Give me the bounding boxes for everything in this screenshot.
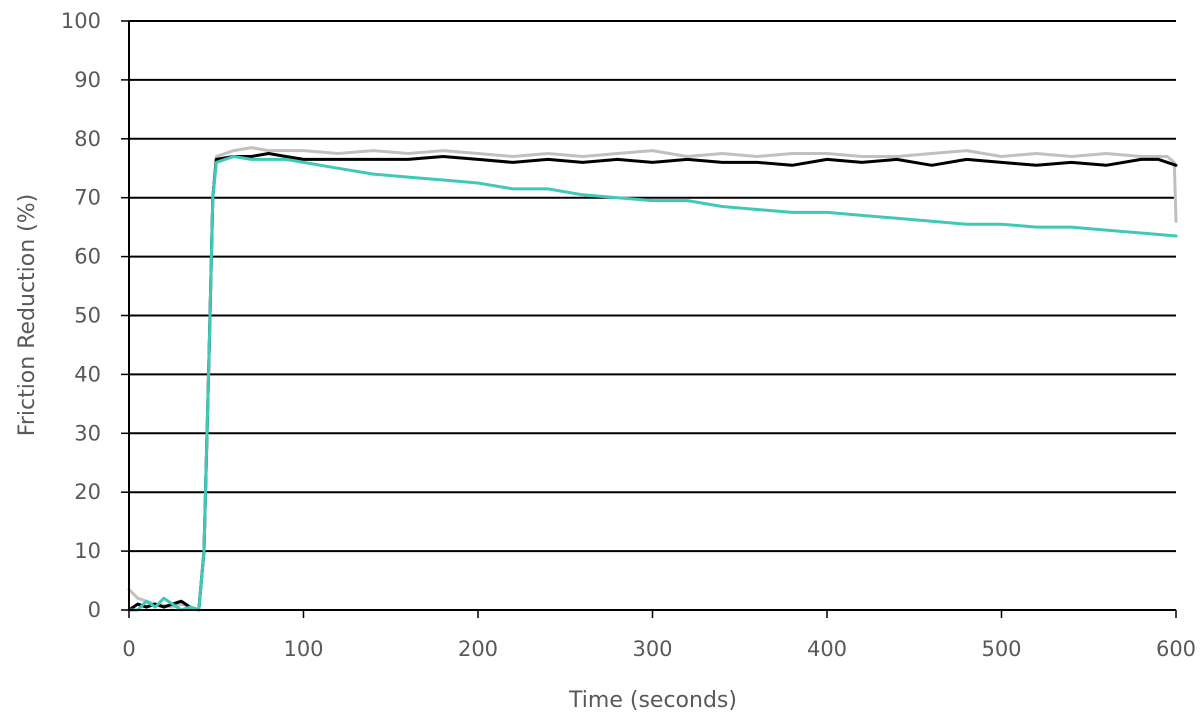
y-tick-label: 30 xyxy=(74,421,101,445)
y-axis-title: Friction Reduction (%) xyxy=(15,194,40,436)
x-tick-label: 100 xyxy=(283,637,323,661)
series-line-1 xyxy=(127,146,1178,612)
y-tick-label: 60 xyxy=(74,245,101,269)
y-tick-label: 90 xyxy=(74,68,101,92)
y-tick-label: 80 xyxy=(74,127,101,151)
y-tick-label: 0 xyxy=(88,598,101,622)
x-tick-labels: 0 100 200 300 400 500 600 xyxy=(122,637,1196,661)
y-tick-labels: 0 10 20 30 40 50 60 70 80 90 100 xyxy=(61,9,101,622)
y-tick-label: 50 xyxy=(74,304,101,328)
x-tick-label: 200 xyxy=(458,637,498,661)
y-tick-label: 100 xyxy=(61,9,101,33)
y-tick-label: 40 xyxy=(74,362,101,386)
x-tick-label: 600 xyxy=(1156,637,1196,661)
y-tick-label: 20 xyxy=(74,480,101,504)
series-line-3 xyxy=(127,155,1178,612)
gridlines xyxy=(129,20,1176,553)
series-lines xyxy=(127,146,1178,612)
x-tick-label: 500 xyxy=(981,637,1021,661)
y-tick-label: 70 xyxy=(74,186,101,210)
x-tick-label: 0 xyxy=(122,637,135,661)
x-tick-label: 400 xyxy=(807,637,847,661)
x-tick-label: 300 xyxy=(632,637,672,661)
x-axis-title: Time (seconds) xyxy=(568,688,737,713)
axes xyxy=(121,20,1177,618)
y-tick-label: 10 xyxy=(74,539,101,563)
series-line-2 xyxy=(127,152,1178,612)
